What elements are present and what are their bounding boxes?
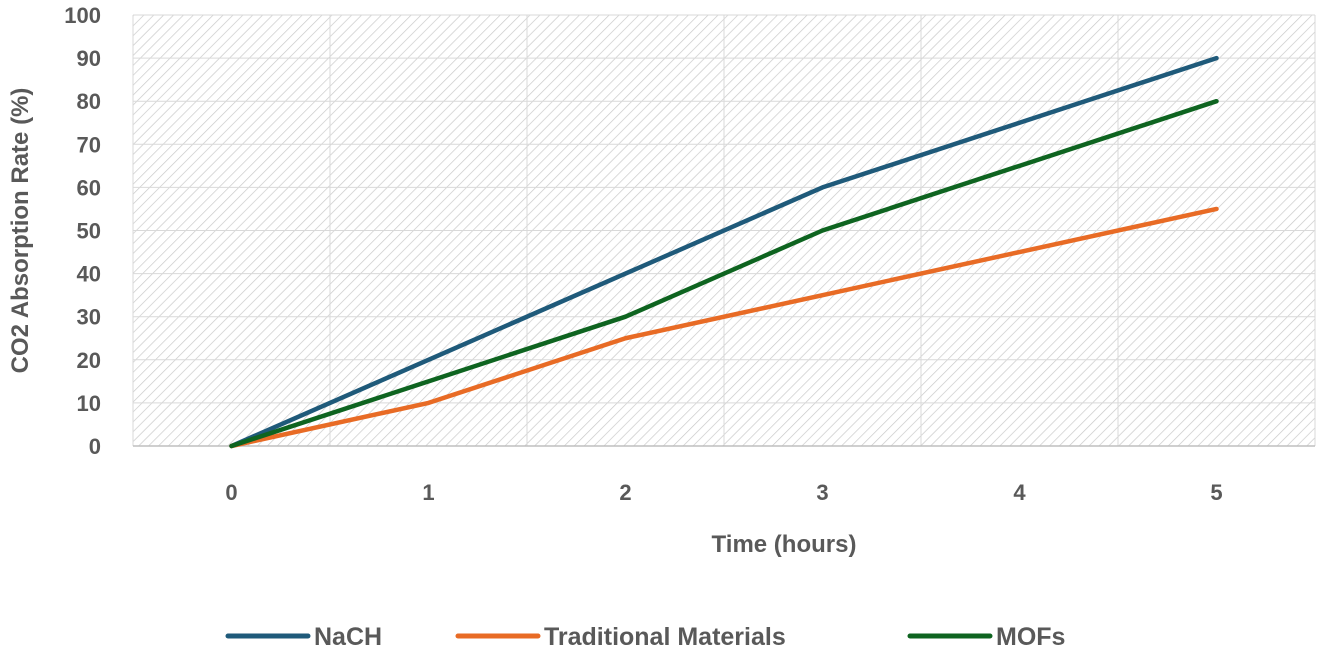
x-tick-label: 5 [1210, 480, 1222, 505]
legend-label: MOFs [996, 623, 1065, 651]
x-tick-label: 1 [422, 480, 434, 505]
x-axis-title: Time (hours) [712, 531, 857, 558]
series-line [229, 206, 1219, 449]
y-tick-label: 70 [77, 132, 101, 157]
y-tick-label: 50 [77, 219, 101, 244]
x-tick-label: 0 [225, 480, 237, 505]
y-axis-title: CO2 Absorption Rate (%) [7, 88, 34, 374]
y-tick-label: 100 [64, 3, 101, 28]
x-tick-label: 2 [619, 480, 631, 505]
legend-label: Traditional Materials [544, 623, 786, 651]
series-lines [229, 55, 1219, 449]
legend-label: NaCH [314, 623, 382, 651]
y-tick-label: 30 [77, 305, 101, 330]
series-line [229, 98, 1219, 449]
x-tick-label: 4 [1013, 480, 1026, 505]
y-tick-label: 10 [77, 391, 101, 416]
y-tick-label: 0 [89, 434, 101, 459]
y-tick-label: 90 [77, 46, 101, 71]
legend: NaCH Traditional Materials MOFs [225, 623, 1065, 651]
x-tick-label: 3 [816, 480, 828, 505]
x-axis-ticks: 0 1 2 3 4 5 [225, 480, 1222, 505]
y-axis-ticks: 0 10 20 30 40 50 60 70 80 90 100 [64, 3, 101, 459]
y-tick-label: 60 [77, 175, 101, 200]
y-tick-label: 40 [77, 262, 101, 287]
y-tick-label: 80 [77, 89, 101, 114]
series-line [229, 55, 1219, 449]
y-tick-label: 20 [77, 348, 101, 373]
